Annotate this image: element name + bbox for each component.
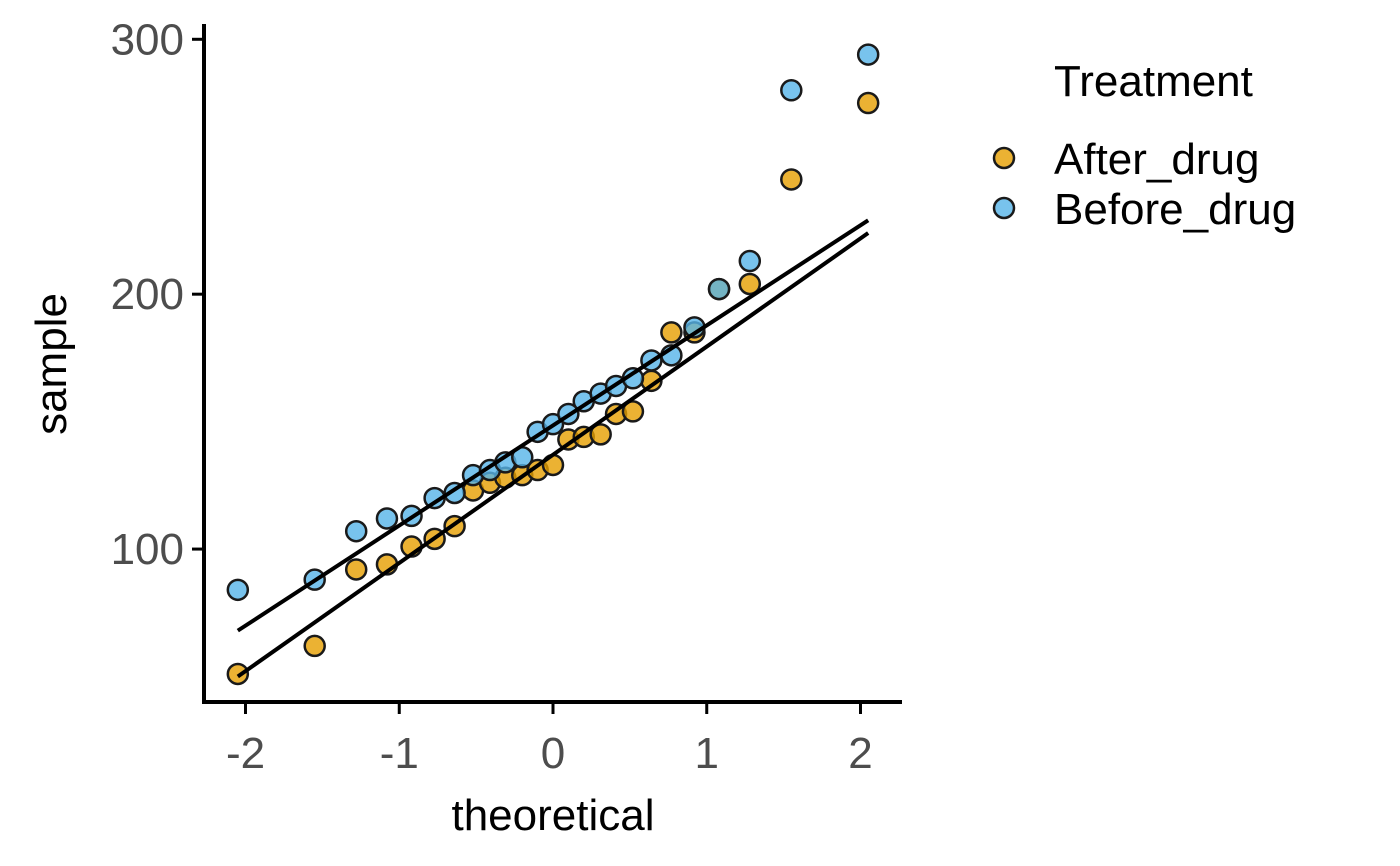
x-tick-label: -1: [380, 729, 419, 778]
data-point: [344, 519, 368, 543]
y-tick-label: 300: [111, 15, 184, 64]
qq-reference-line: [236, 231, 870, 679]
axes: -2 -1 0 1 2 100 200 300 theoretical sample: [27, 15, 902, 840]
data-point: [738, 272, 762, 296]
x-axis-title: theoretical: [451, 791, 654, 840]
series-Before_drug-points: [226, 43, 880, 602]
y-tick-label: 100: [111, 525, 184, 574]
qq-reference-line: [236, 218, 870, 633]
legend-key: [992, 196, 1016, 220]
data-point: [344, 558, 368, 581]
data-point: [856, 91, 880, 115]
data-point: [589, 423, 612, 446]
legend-label: Before_drug: [1054, 185, 1296, 234]
data-point: [856, 43, 880, 66]
x-axis-ticks: -2 -1 0 1 2: [226, 702, 873, 778]
data-point: [375, 507, 399, 530]
data-point: [660, 321, 683, 344]
data-point: [780, 79, 803, 102]
y-axis-title: sample: [27, 293, 76, 435]
legend-title: Treatment: [1054, 57, 1253, 106]
x-tick-label: 1: [695, 729, 719, 778]
legend-label: After_drug: [1054, 135, 1259, 184]
x-tick-label: 2: [848, 729, 872, 778]
x-tick-label: 0: [541, 729, 565, 778]
data-point: [303, 634, 326, 658]
data-point: [621, 400, 645, 423]
data-point: [738, 249, 762, 273]
y-axis-ticks: 100 200 300: [111, 15, 204, 574]
y-tick-label: 200: [111, 270, 184, 319]
data-point: [226, 662, 250, 686]
plot-area: [226, 43, 880, 686]
series-After_drug-points: [226, 91, 880, 686]
legend-item: After_drug: [992, 135, 1259, 184]
data-point: [226, 578, 250, 602]
data-point: [707, 277, 731, 301]
data-point: [780, 168, 803, 191]
x-tick-label: -2: [226, 729, 265, 778]
legend-key: [992, 146, 1016, 170]
legend-item: Before_drug: [992, 185, 1296, 234]
